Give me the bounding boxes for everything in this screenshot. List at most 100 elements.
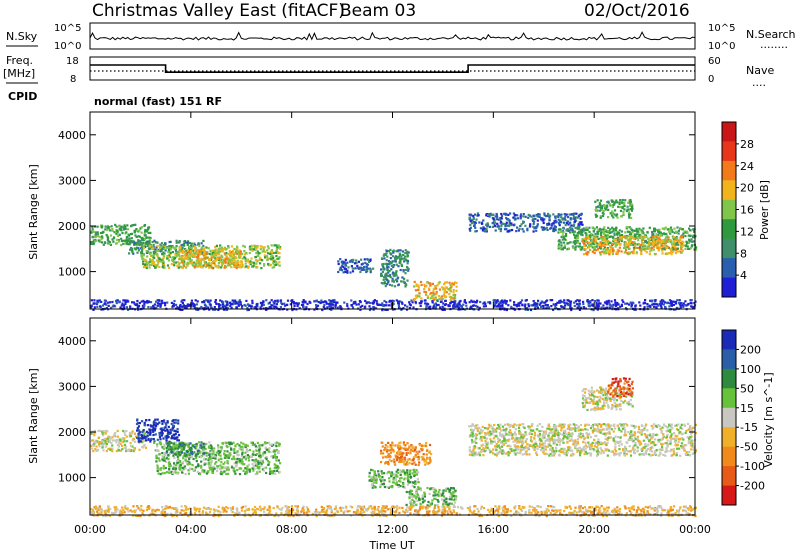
colorbar-tick-label: 16 (740, 204, 754, 217)
power-cell (541, 226, 543, 228)
power-cell (109, 301, 111, 303)
power-cell (501, 305, 503, 307)
power-cell (270, 258, 272, 260)
power-cell (260, 306, 262, 308)
power-cell (529, 225, 531, 227)
velocity-cell (221, 466, 223, 468)
power-cell (245, 300, 247, 302)
power-cell (238, 305, 240, 307)
power-cell (210, 300, 212, 302)
velocity-cell (171, 423, 173, 425)
power-cell (593, 230, 595, 232)
power-cell (402, 250, 404, 252)
power-cell (573, 225, 575, 227)
power-cell (363, 269, 365, 271)
power-cell (596, 206, 598, 208)
beam-title: Beam 03 (340, 1, 416, 21)
power-cell (478, 214, 480, 216)
power-cell (131, 233, 133, 235)
velocity-cell (170, 451, 172, 453)
velocity-cell (143, 435, 145, 437)
power-cell (271, 304, 273, 306)
power-cell (569, 227, 571, 229)
velocity-cell (168, 444, 170, 446)
power-cell (673, 301, 675, 303)
power-cell (176, 242, 178, 244)
power-cell (621, 238, 623, 240)
power-cell (516, 227, 518, 229)
power-cell (203, 253, 205, 255)
power-cell (607, 236, 609, 238)
power-cell (537, 300, 539, 302)
power-cell (493, 218, 495, 220)
power-cell (623, 203, 625, 205)
power-cell (659, 238, 661, 240)
power-cell (537, 223, 539, 225)
velocity-cell (95, 445, 97, 447)
power-cell (249, 247, 251, 249)
velocity-cell (177, 420, 179, 422)
power-cell (409, 303, 411, 305)
power-cell (198, 259, 200, 261)
power-cell (577, 242, 579, 244)
power-cell (222, 261, 224, 263)
velocity-cell (130, 432, 132, 434)
power-cell (159, 258, 161, 260)
power-cell (157, 250, 159, 252)
velocity-cell (148, 428, 150, 430)
velocity-cell (265, 472, 267, 474)
velocity-cell (200, 441, 202, 443)
power-cell (569, 231, 571, 233)
power-cell (418, 286, 420, 288)
power-y-tick-label: 1000 (58, 266, 86, 279)
velocity-cell (222, 443, 224, 445)
power-cell (649, 238, 651, 240)
power-cell (146, 250, 148, 252)
velocity-cell (235, 461, 237, 463)
power-cell (533, 223, 535, 225)
power-cell (395, 250, 397, 252)
power-cell (570, 301, 572, 303)
power-cell (649, 253, 651, 255)
velocity-cell (134, 441, 136, 443)
power-cell (423, 288, 425, 290)
power-cell (205, 246, 207, 248)
velocity-cell (97, 449, 99, 451)
velocity-cell (248, 457, 250, 459)
velocity-cell (132, 430, 134, 432)
power-cell (683, 302, 685, 304)
power-cell (365, 271, 367, 273)
power-cell (556, 215, 558, 217)
velocity-cell (274, 456, 276, 458)
power-cell (401, 258, 403, 260)
power-cell (633, 250, 635, 252)
power-cell (677, 250, 679, 252)
velocity-cell (212, 472, 214, 474)
velocity-cell (209, 446, 211, 448)
power-cell (262, 301, 264, 303)
velocity-cell (248, 469, 250, 471)
freq-trace (90, 65, 695, 72)
power-cell (616, 251, 618, 253)
power-cell (625, 249, 627, 251)
power-cell (115, 243, 117, 245)
power-cell (179, 258, 181, 260)
power-cell (590, 233, 592, 235)
power-cell (449, 302, 451, 304)
power-cell (141, 301, 143, 303)
velocity-cell (189, 442, 191, 444)
power-cell (428, 288, 430, 290)
power-cell (261, 259, 263, 261)
velocity-cell (275, 445, 277, 447)
power-cell (111, 301, 113, 303)
power-cell (454, 306, 456, 308)
velocity-cell (252, 444, 254, 446)
power-cell (144, 230, 146, 232)
power-cell (275, 244, 277, 246)
power-cell (415, 301, 417, 303)
velocity-cell (166, 440, 168, 442)
power-cell (670, 304, 672, 306)
velocity-cell (122, 430, 124, 432)
power-cell (562, 231, 564, 233)
power-cell (569, 222, 571, 224)
